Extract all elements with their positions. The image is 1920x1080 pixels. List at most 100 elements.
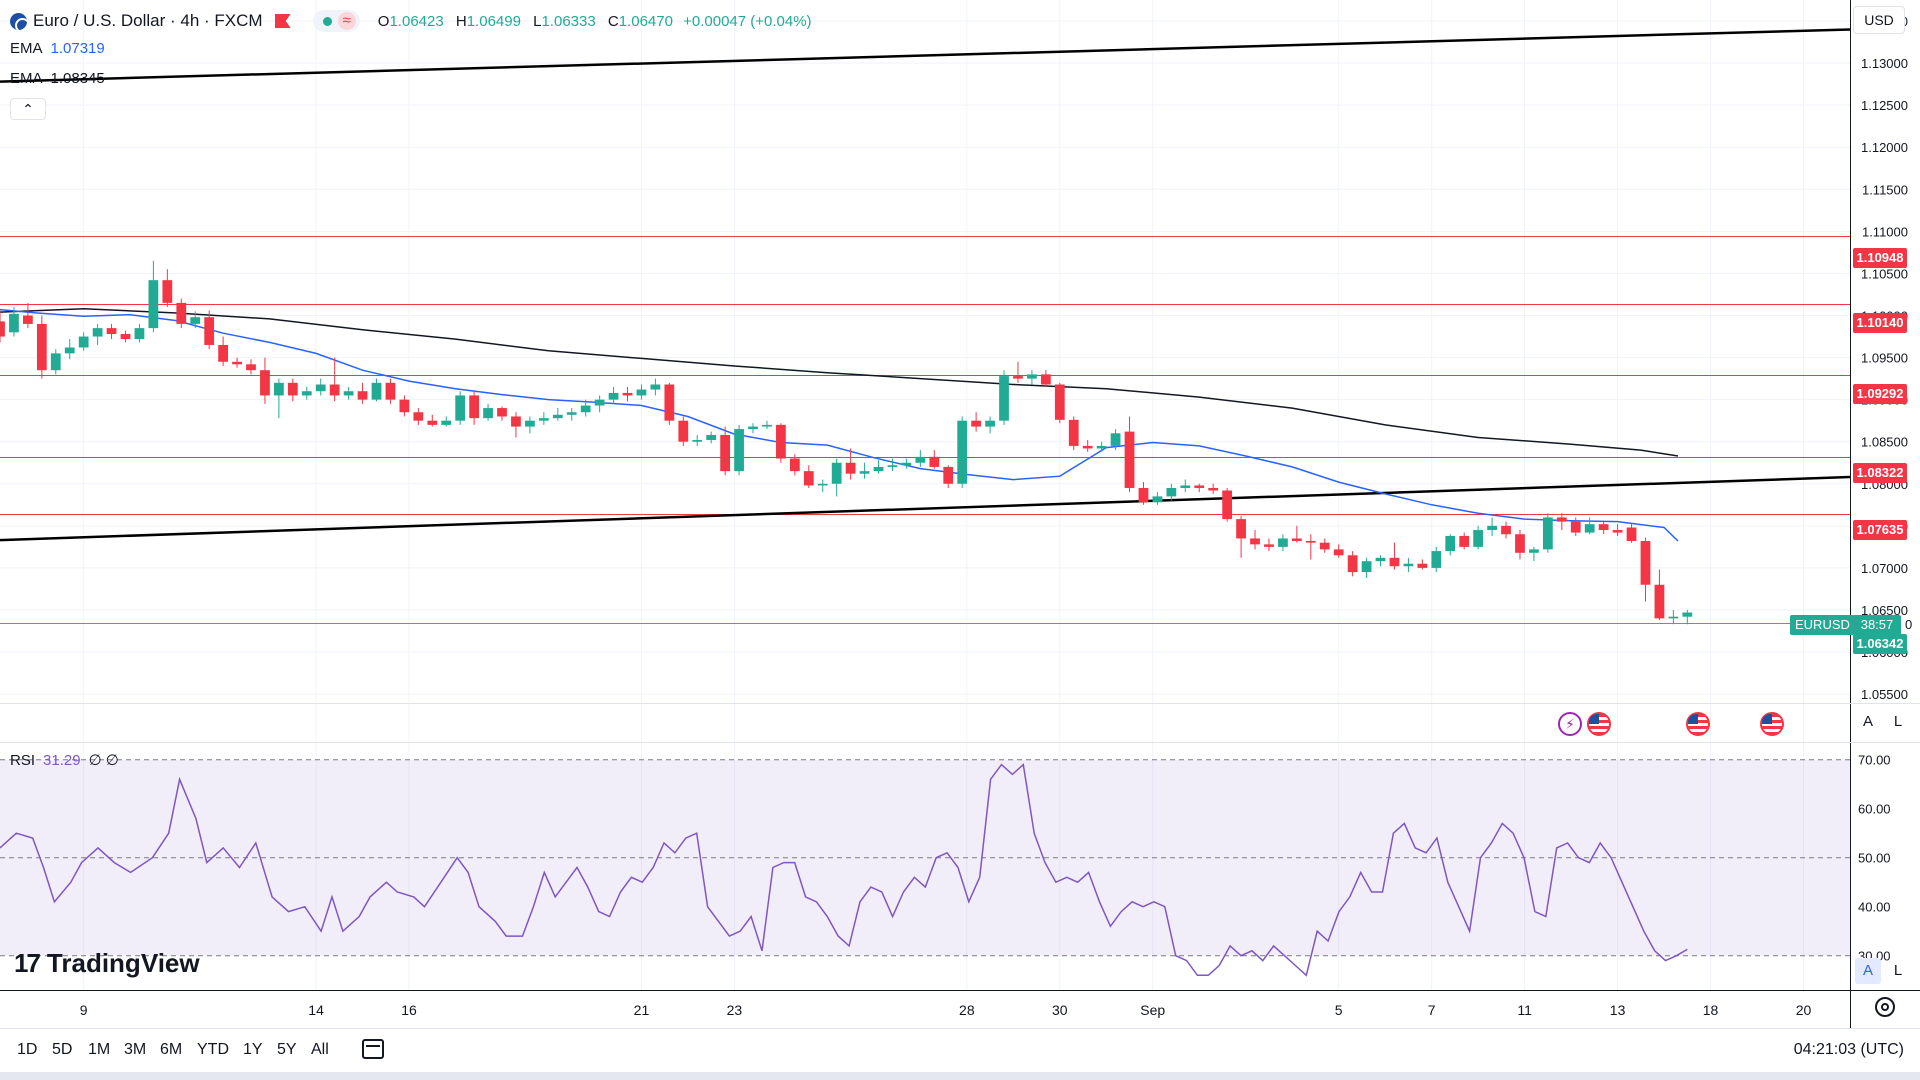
timeframe-all[interactable]: All [311, 1041, 329, 1058]
candle-down [664, 384, 675, 421]
rsi-log-scale-button[interactable]: L [1893, 962, 1903, 979]
candle-down [1417, 563, 1428, 568]
utc-clock[interactable]: 04:21:03 (UTC) [1793, 1041, 1904, 1058]
ohlc-values: O1.06423 H1.06499 L1.06333 C1.06470 +0.0… [377, 12, 812, 30]
timeframe-6m[interactable]: 6M [160, 1041, 183, 1058]
rsi-pane [0, 759, 1850, 977]
timeframe-1d[interactable]: 1D [17, 1041, 38, 1058]
candle-up [748, 426, 758, 430]
candle-down [218, 344, 228, 362]
level-label-r1[interactable]: 1.10948 [1853, 248, 1907, 268]
timeframe-5d[interactable]: 5D [52, 1041, 73, 1058]
tradingview-logo[interactable]: 17 TradingView [14, 948, 200, 979]
rsi-tick-label: 50.00 [1858, 851, 1891, 866]
candle-down [971, 420, 982, 427]
candle-down [162, 280, 173, 303]
candle-down [399, 399, 410, 413]
candle-down [789, 458, 800, 472]
event-us-flag-icon[interactable] [1760, 712, 1784, 736]
candle-up [887, 465, 898, 467]
candle-down [943, 466, 954, 484]
symbol-price-tag[interactable]: EURUSD [1790, 615, 1855, 635]
candle-up [1682, 612, 1693, 617]
candle-up [1431, 551, 1442, 568]
time-tick-label: 23 [727, 1002, 743, 1018]
timeframe-1m[interactable]: 1M [88, 1041, 111, 1058]
rsi-band-fill [0, 759, 1850, 956]
calendar-icon[interactable] [362, 1039, 384, 1059]
rsi-legend[interactable]: RSI 31.29 ∅ ∅ [10, 752, 119, 769]
candle-up [78, 336, 89, 348]
collapse-legend-button[interactable]: ⌃ [10, 98, 46, 120]
flag-marker-icon[interactable] [274, 14, 291, 28]
timeframe-5y[interactable]: 5Y [277, 1041, 297, 1058]
candle-up [734, 429, 744, 472]
price-tick-label: 1.13000 [1861, 56, 1908, 71]
symbol-header[interactable]: Euro / U.S. Dollar · 4h · FXCM ≈ O1.0642… [10, 8, 812, 34]
rsi-auto-scale-button[interactable]: A [1855, 958, 1881, 984]
event-us-flag-icon[interactable] [1587, 712, 1611, 736]
rsi-tick-label: 40.00 [1858, 900, 1891, 915]
candle-down [1194, 485, 1205, 488]
timeframe-3m[interactable]: 3M [124, 1041, 147, 1058]
candle-down [1501, 525, 1511, 535]
candle-down [1347, 555, 1358, 573]
logo-text: TradingView [46, 948, 200, 978]
ema-fast-legend[interactable]: EMA 1.07319 [10, 40, 105, 57]
candle-up [692, 440, 703, 442]
candle-up [1361, 561, 1372, 573]
ema-slow-line [0, 308, 1679, 457]
time-tick-label: 9 [80, 1002, 88, 1018]
current-price-label[interactable]: 1.06342 [1853, 634, 1907, 654]
candle-up [1166, 487, 1177, 497]
currency-button[interactable]: USD [1853, 6, 1905, 34]
candle-down [357, 391, 368, 400]
candle-up [1375, 557, 1386, 562]
timeframe-1y[interactable]: 1Y [243, 1041, 263, 1058]
market-status-pill[interactable]: ≈ [312, 10, 360, 32]
level-label-r2[interactable]: 1.10140 [1853, 313, 1907, 333]
candle-down [1264, 544, 1274, 547]
symbol-title[interactable]: Euro / U.S. Dollar · 4h · FXCM [33, 11, 263, 30]
candle-up [301, 391, 312, 396]
candle-down [1068, 419, 1079, 446]
candle-down [1515, 534, 1525, 553]
tradingview-logo-icon: 17 [14, 948, 41, 978]
auto-scale-button[interactable]: A [1862, 713, 1873, 730]
market-open-dot-icon [322, 16, 332, 26]
candle-up [64, 347, 75, 354]
time-tick-label: 20 [1796, 1002, 1812, 1018]
candle-up [190, 317, 201, 324]
ema-slow-legend[interactable]: EMA 1.08345 [10, 70, 105, 87]
time-tick-label: 13 [1610, 1002, 1626, 1018]
candle-up [650, 384, 661, 390]
time-tick-label: 30 [1052, 1002, 1068, 1018]
level-label-r3[interactable]: 1.09292 [1853, 384, 1907, 404]
price-tick-label: 1.12000 [1861, 140, 1908, 155]
candle-up [483, 408, 493, 419]
rsi-tick-label: 70.00 [1858, 753, 1891, 768]
timeframe-ytd[interactable]: YTD [197, 1041, 229, 1058]
candle-up [371, 382, 382, 400]
candle-up [762, 424, 772, 427]
change-value: +0.00047 (+0.04%) [683, 12, 812, 30]
log-scale-button[interactable]: L [1893, 713, 1903, 730]
candle-down [511, 416, 521, 427]
rsi-value: 31.29 [43, 752, 81, 769]
event-us-flag-icon[interactable] [1686, 712, 1710, 736]
candle-down [1250, 538, 1260, 545]
level-label-r5[interactable]: 1.07635 [1853, 520, 1907, 540]
level-label-r4[interactable]: 1.08322 [1853, 463, 1907, 483]
candle-down [23, 315, 33, 324]
candle-up [985, 420, 995, 427]
candle-up [999, 376, 1009, 421]
price-tick-label: 1.07000 [1861, 561, 1908, 576]
candle-up [552, 414, 563, 419]
candle-down [1082, 445, 1093, 449]
candle-up [580, 405, 591, 413]
bottom-strip [0, 1072, 1920, 1080]
candle-up [1668, 616, 1679, 619]
settings-gear-icon[interactable] [1875, 997, 1895, 1017]
event-dividend-icon[interactable]: ⚡ [1558, 712, 1582, 736]
